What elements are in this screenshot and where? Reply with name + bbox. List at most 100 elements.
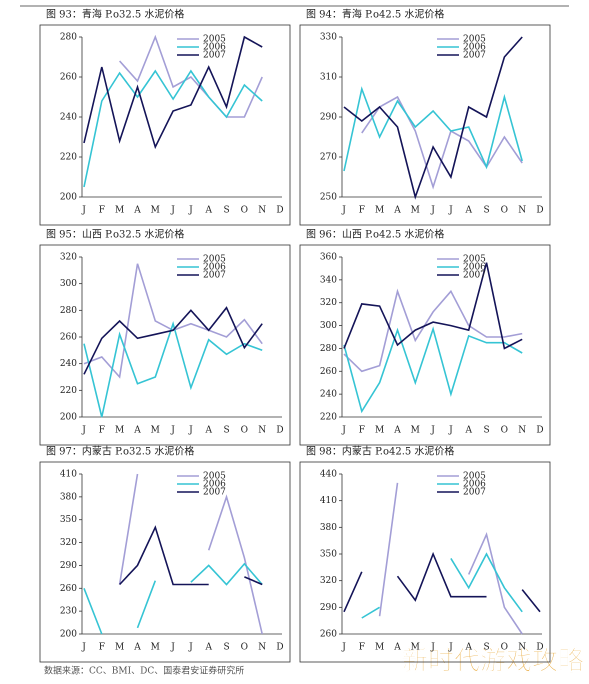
series-line	[83, 306, 263, 375]
y-tick-label: 240	[320, 390, 337, 400]
panel-frame	[39, 244, 291, 446]
x-tick-label: M	[375, 643, 384, 653]
x-tick-label: D	[536, 643, 543, 653]
x-tick-label: J	[170, 206, 175, 216]
x-tick-label: J	[81, 426, 86, 436]
legend-label: 2006	[463, 480, 486, 490]
x-tick-label: A	[133, 643, 141, 653]
x-tick-label: J	[430, 426, 435, 436]
x-tick-label: M	[151, 206, 160, 216]
legend-label: 2005	[463, 472, 486, 482]
y-tick-label: 300	[320, 321, 337, 331]
legend-label: 2005	[463, 255, 486, 265]
watermark: 新时代游戏攻略	[402, 646, 585, 677]
x-tick-label: A	[133, 206, 141, 216]
legend-label: 2005	[203, 472, 226, 482]
x-tick-label: J	[188, 426, 193, 436]
x-tick-label: O	[241, 426, 248, 436]
x-tick-label: J	[188, 643, 193, 653]
y-tick-label: 410	[60, 470, 77, 480]
x-tick-label: N	[258, 426, 266, 436]
x-tick-label: S	[223, 643, 229, 653]
x-tick-label: A	[393, 206, 401, 216]
series-line	[343, 551, 541, 613]
x-tick-label: S	[223, 206, 229, 216]
x-tick-label: M	[411, 206, 420, 216]
x-tick-label: N	[518, 643, 526, 653]
series-line	[343, 86, 523, 172]
legend-label: 2006	[203, 43, 226, 53]
series-line	[343, 36, 523, 200]
y-tick-label: 220	[60, 386, 77, 396]
legend-label: 2006	[463, 263, 486, 273]
y-tick-label: 260	[60, 584, 77, 594]
legend-label: 2007	[463, 488, 486, 498]
chart-title: 图 98：内蒙古 P.o42.5 水泥价格	[306, 445, 454, 458]
legend-label: 2005	[203, 255, 226, 265]
x-tick-label: A	[204, 426, 212, 436]
x-tick-label: O	[501, 206, 508, 216]
series-line	[343, 326, 523, 414]
x-tick-label: F	[99, 206, 105, 216]
chart-title: 图 97：内蒙古 P.o32.5 水泥价格	[46, 445, 194, 458]
y-tick-label: 320	[60, 538, 77, 548]
chart-title: 图 94：青海 P.o42.5 水泥价格	[306, 8, 444, 21]
panel-frame	[299, 24, 551, 226]
y-tick-label: 290	[320, 603, 337, 613]
series-line	[361, 95, 523, 190]
legend-label: 2006	[203, 263, 226, 273]
x-tick-label: A	[464, 643, 472, 653]
panel-frame	[39, 461, 291, 663]
chart-title: 图 96：山西 P.o42.5 水泥价格	[306, 228, 444, 241]
x-tick-label: D	[536, 426, 543, 436]
y-tick-label: 240	[60, 113, 77, 123]
x-tick-label: A	[393, 643, 401, 653]
series-line	[83, 562, 263, 635]
y-tick-label: 260	[320, 630, 337, 640]
source-note: 数据来源：CC、BMI、DC、国泰君安证券研究所	[44, 665, 244, 677]
x-tick-label: N	[518, 426, 526, 436]
x-tick-label: O	[501, 426, 508, 436]
series-line	[118, 473, 263, 635]
y-tick-label: 290	[60, 561, 77, 571]
x-tick-label: J	[341, 206, 346, 216]
y-tick-label: 280	[60, 33, 77, 43]
x-tick-label: A	[393, 426, 401, 436]
x-tick-label: J	[170, 426, 175, 436]
y-tick-label: 260	[320, 367, 337, 377]
y-tick-label: 380	[320, 523, 337, 533]
x-tick-label: S	[483, 206, 489, 216]
panel-frame	[39, 24, 291, 226]
y-tick-label: 340	[320, 275, 337, 285]
series-line	[343, 288, 523, 373]
panel-frame	[299, 461, 551, 663]
y-tick-label: 410	[320, 496, 337, 506]
y-tick-label: 280	[60, 306, 77, 316]
x-tick-label: J	[448, 426, 453, 436]
series-line	[83, 35, 263, 150]
x-tick-label: D	[276, 206, 283, 216]
x-tick-label: J	[81, 643, 86, 653]
legend-label: 2006	[463, 43, 486, 53]
x-tick-label: N	[518, 206, 526, 216]
x-tick-label: A	[133, 426, 141, 436]
x-tick-label: M	[115, 643, 124, 653]
x-tick-label: D	[536, 206, 543, 216]
y-tick-label: 320	[320, 298, 337, 308]
x-tick-label: J	[341, 643, 346, 653]
x-tick-label: F	[359, 426, 365, 436]
x-tick-label: M	[115, 426, 124, 436]
legend-label: 2007	[203, 271, 226, 281]
y-tick-label: 220	[60, 153, 77, 163]
series-line	[83, 263, 263, 379]
y-tick-label: 200	[60, 630, 77, 640]
legend-label: 2005	[463, 35, 486, 45]
y-tick-label: 320	[60, 253, 77, 263]
series-line	[361, 552, 523, 619]
x-tick-label: D	[276, 426, 283, 436]
x-tick-label: N	[258, 206, 266, 216]
y-tick-label: 310	[320, 73, 337, 83]
y-tick-label: 330	[320, 33, 337, 43]
y-tick-label: 260	[60, 73, 77, 83]
